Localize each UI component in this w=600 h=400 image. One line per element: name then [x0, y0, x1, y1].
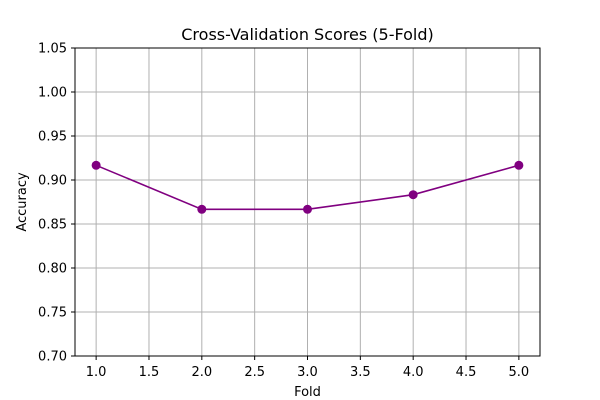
- x-axis-label: Fold: [294, 385, 321, 400]
- data-point: [197, 204, 207, 214]
- x-tick-label: 5.0: [509, 365, 530, 380]
- y-axis-label: Accuracy: [15, 172, 30, 232]
- y-tick-label: 0.90: [38, 174, 67, 189]
- data-point: [514, 160, 524, 170]
- x-tick-label: 2.5: [244, 365, 265, 380]
- series-layer: [91, 160, 524, 214]
- x-tick-label: 4.5: [456, 365, 477, 380]
- x-tick-label: 3.0: [297, 365, 318, 380]
- y-tick-label: 0.75: [38, 306, 67, 321]
- grid: [75, 47, 540, 357]
- x-tick-label: 3.5: [350, 365, 371, 380]
- data-point: [408, 190, 418, 200]
- x-tick-label: 2.0: [191, 365, 212, 380]
- chart-title: Cross-Validation Scores (5-Fold): [181, 25, 433, 44]
- y-tick-label: 1.05: [38, 42, 67, 57]
- data-point: [303, 204, 312, 214]
- x-tick-label: 1.5: [139, 365, 160, 380]
- data-point: [91, 160, 101, 170]
- x-tick-label: 1.0: [86, 365, 107, 380]
- y-tick-label: 1.00: [38, 86, 67, 101]
- y-tick-label: 0.85: [38, 218, 67, 233]
- x-tick-label: 4.0: [403, 365, 424, 380]
- axis-ticks: 1.0 1.5 2.0 2.5 3.0 3.5 4.0 4.5 5.0 0.70 0.75 0.80 0…: [38, 42, 529, 381]
- y-tick-label: 0.80: [38, 262, 67, 277]
- y-tick-label: 0.70: [38, 350, 67, 365]
- y-tick-label: 0.95: [38, 130, 67, 145]
